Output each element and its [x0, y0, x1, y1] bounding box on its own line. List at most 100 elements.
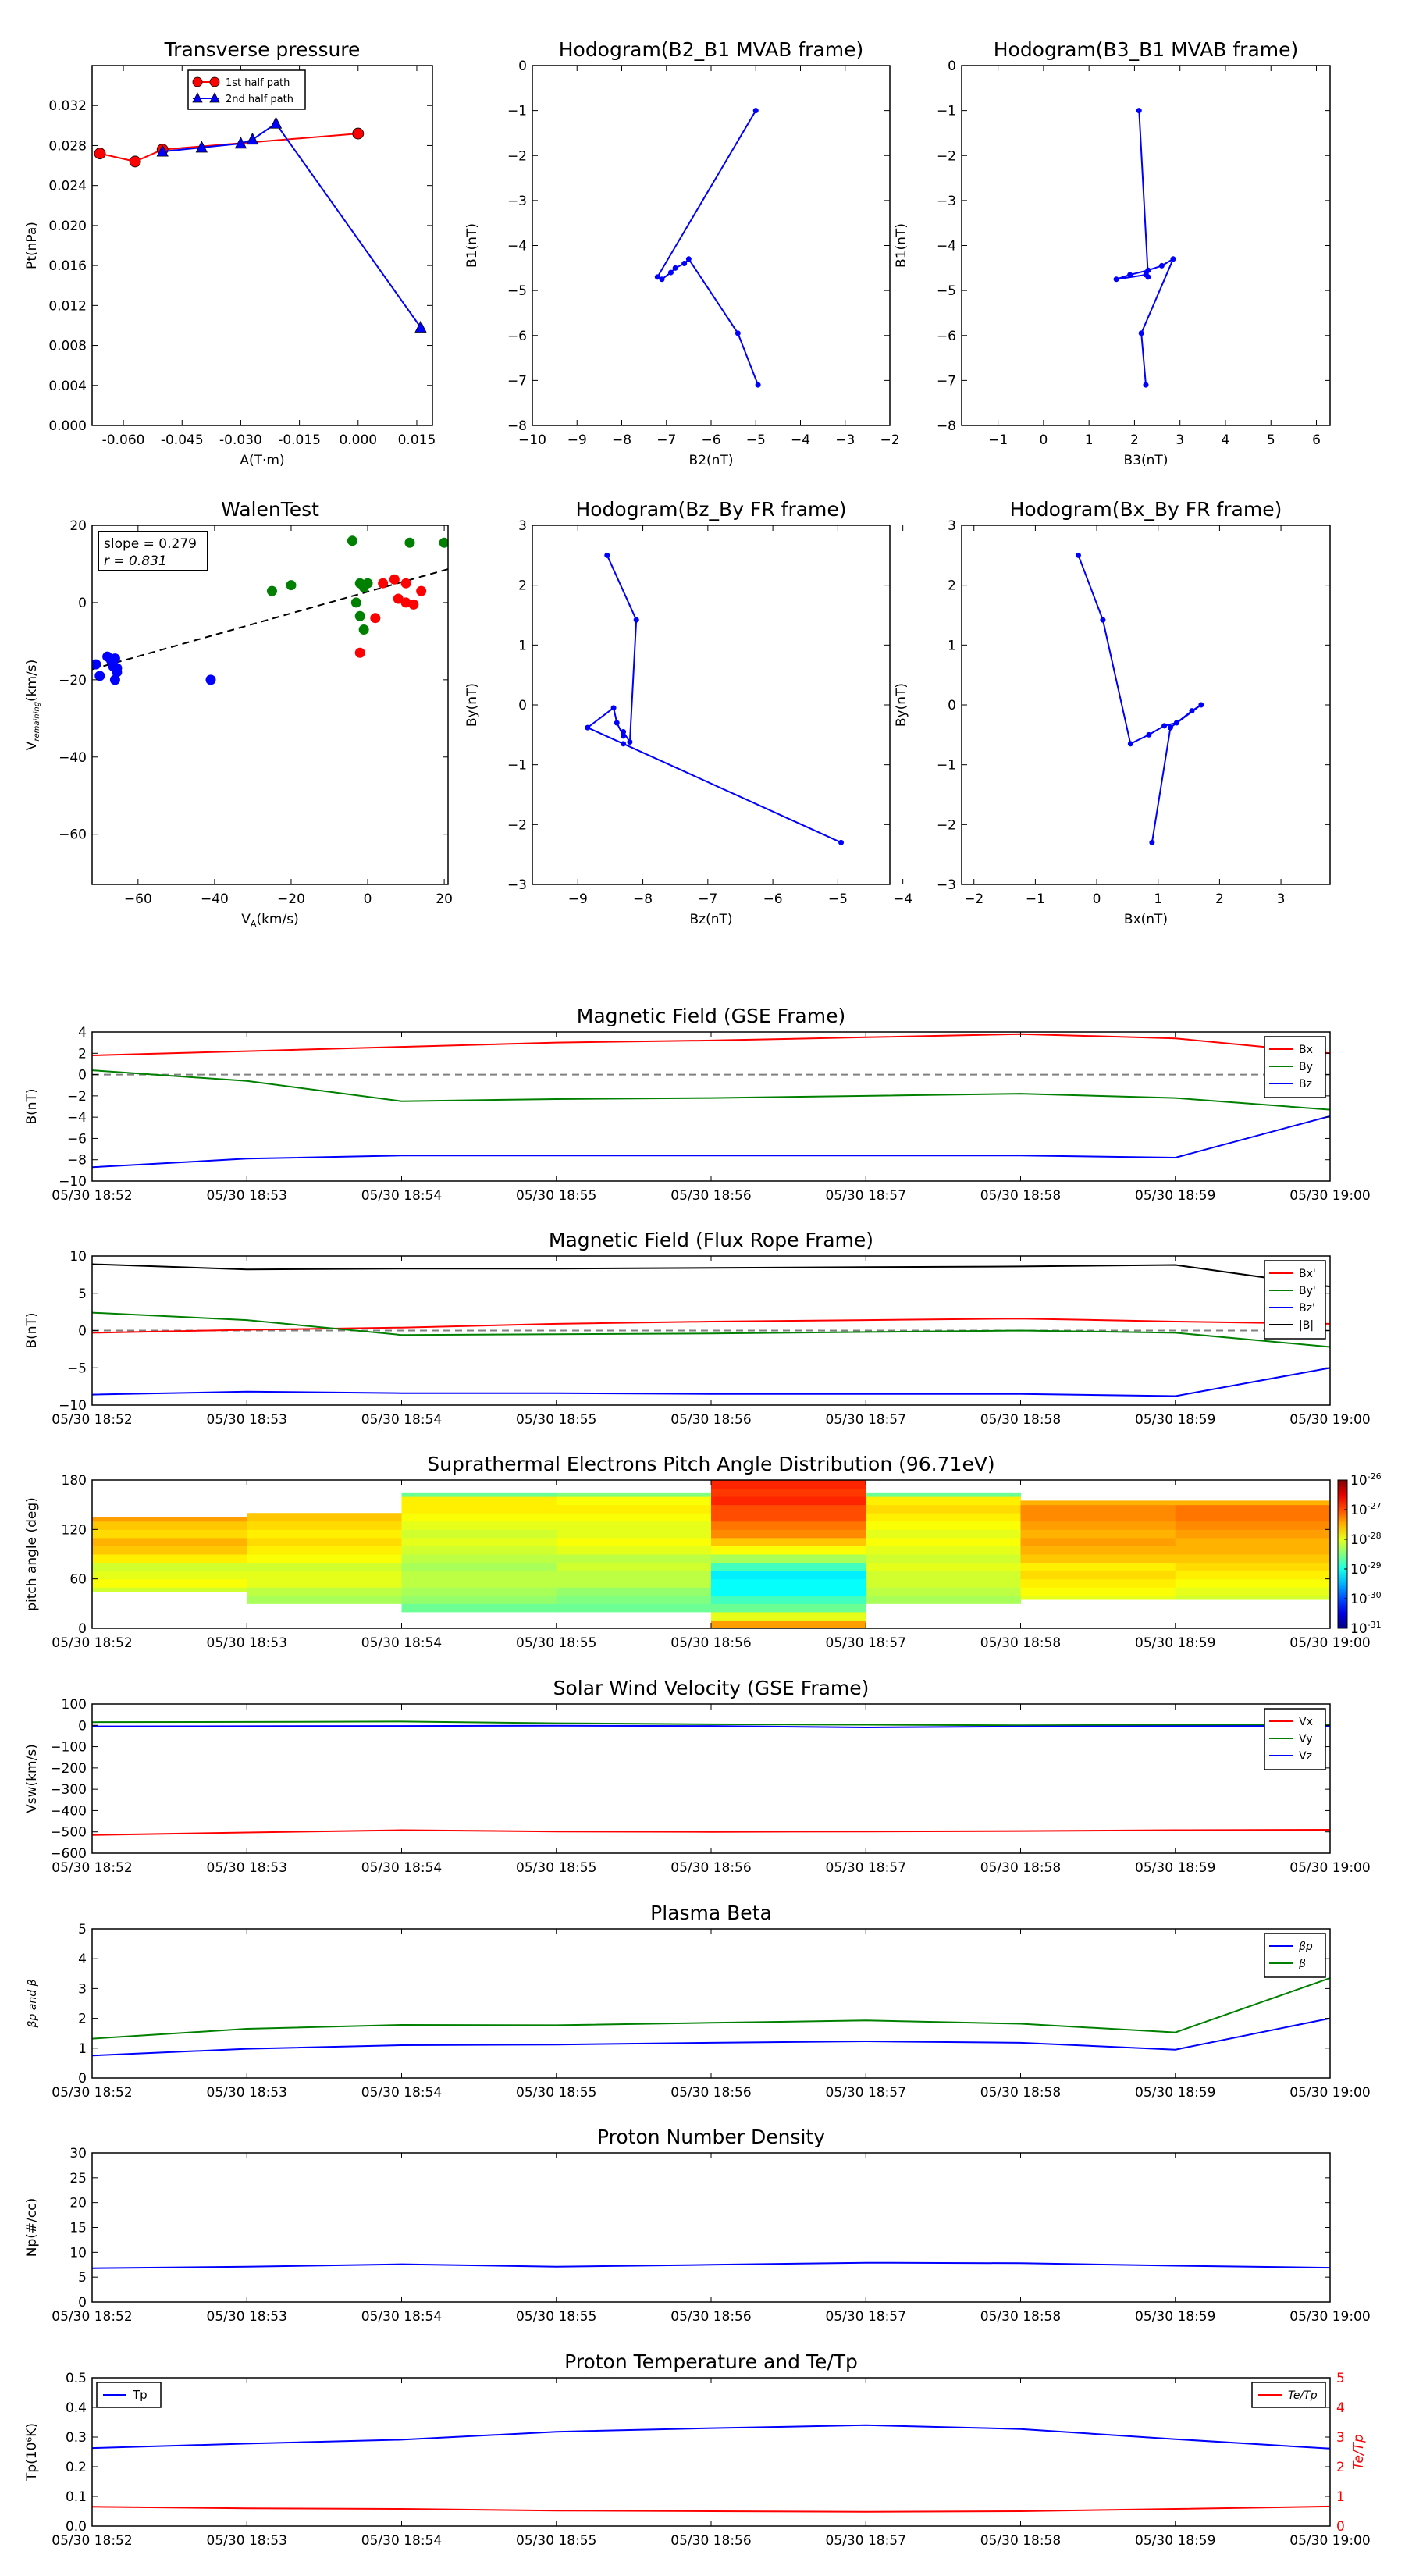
- heatmap-cell: [711, 1611, 866, 1621]
- y-axis-label-unit: (km/s): [24, 660, 40, 702]
- y-tick-label: −10: [59, 1174, 87, 1190]
- heatmap-cell: [1020, 1546, 1176, 1555]
- plot-frame: [91, 525, 449, 885]
- y-tick-label: 10: [69, 1249, 87, 1265]
- x-tick-label: 05/30 18:56: [670, 1188, 751, 1204]
- x-tick-label: 05/30 18:52: [52, 1635, 132, 1651]
- colorbar-label-exp: -26: [1368, 1471, 1382, 1482]
- colorbar-label-exp: -31: [1368, 1620, 1382, 1630]
- heatmap-cell: [401, 1571, 557, 1580]
- y-tick-label: 20: [69, 2196, 87, 2211]
- heatmap-cell: [1020, 1504, 1176, 1514]
- x-tick-label: 05/30 18:57: [826, 1860, 906, 1876]
- series-line-Bz: [92, 1115, 1330, 1169]
- series-line-2nd-half-path: [162, 122, 422, 329]
- plot-area: [1113, 108, 1176, 388]
- y-tick-label: 0.016: [48, 258, 87, 274]
- heatmap-cell: [866, 1595, 1021, 1604]
- heatmap-cell: [556, 1554, 712, 1564]
- x-tick-label: 2: [1130, 432, 1139, 448]
- plot-frame: [91, 1255, 1331, 1406]
- series-line-1st-half-path: [99, 133, 358, 162]
- heatmap-cell: [1020, 1537, 1176, 1546]
- data-point: [195, 141, 208, 153]
- y-tick-label: 5: [78, 1286, 87, 1302]
- heatmap-cell: [1175, 1500, 1331, 1506]
- y-tick-label: −10: [59, 1398, 87, 1414]
- heatmap-cell: [92, 1546, 247, 1555]
- legend: 1st half path 2nd half path: [187, 69, 306, 110]
- heatmap-cell: [711, 1496, 866, 1506]
- series-line-0: [656, 110, 759, 386]
- y-tick-label: −1: [937, 758, 956, 774]
- heatmap-cell: [1175, 1562, 1331, 1571]
- x-tick-label: 05/30 18:52: [52, 1860, 132, 1876]
- x-tick-label: 05/30 19:00: [1289, 1635, 1370, 1651]
- x-tick-label: 05/30 18:55: [516, 1860, 596, 1876]
- heatmap-cell: [1020, 1595, 1176, 1600]
- y-tick-label: −1: [937, 104, 956, 119]
- data-point: [667, 269, 674, 276]
- legend-left: Tp: [96, 2382, 162, 2408]
- x-tick-label: −7: [698, 891, 717, 907]
- data-point: [266, 585, 277, 596]
- x-tick-label: 2: [1215, 891, 1224, 907]
- y-axis-label-right: Te/Tp: [1351, 2434, 1367, 2470]
- data-point: [94, 671, 105, 681]
- colorbar: [1337, 1479, 1348, 1629]
- heatmap-cell: [1020, 1571, 1176, 1580]
- y-axis-label: B(nT): [24, 1088, 40, 1124]
- x-tick-label: -0.015: [278, 432, 321, 448]
- chart-title: Suprathermal Electrons Pitch Angle Distr…: [427, 1453, 994, 1475]
- y-tick-label: 120: [62, 1522, 87, 1538]
- chart-title: WalenTest: [221, 498, 319, 521]
- series-line-Bz: [92, 1367, 1330, 1397]
- chart-title: Hodogram(Bx_By FR frame): [1010, 498, 1282, 521]
- data-point: [1161, 723, 1168, 729]
- y-axis-label: Pt(nPa): [24, 222, 40, 269]
- series-line-Vz: [92, 1724, 1330, 1729]
- x-tick-label: 0: [1039, 432, 1048, 448]
- heatmap-cell: [556, 1496, 712, 1506]
- data-point: [209, 76, 220, 87]
- heatmap-cell: [1175, 1529, 1331, 1539]
- x-tick-label: −5: [828, 891, 848, 907]
- heatmap-cell: [556, 1529, 712, 1539]
- y-axis-label: pitch angle (deg): [24, 1497, 40, 1611]
- x-tick-label: −7: [656, 432, 676, 448]
- y-tick-label: −5: [507, 283, 527, 299]
- y-tick-label: 0.3: [66, 2430, 87, 2446]
- x-axis-label-main: V: [241, 912, 251, 927]
- y-tick-label: 0.1: [66, 2489, 87, 2505]
- heatmap-cell: [92, 1562, 247, 1571]
- heatmap-cell: [247, 1537, 402, 1546]
- data-point: [672, 265, 678, 271]
- heatmap-cell: [1020, 1554, 1176, 1564]
- colorbar-label-base: 10: [1350, 1532, 1368, 1548]
- chart-title: Hodogram(B3_B1 MVAB frame): [994, 38, 1299, 61]
- y-tick-label: 180: [62, 1473, 87, 1489]
- plot-area: [654, 108, 761, 388]
- series-line-Vy: [92, 1720, 1330, 1727]
- data-point: [1158, 262, 1165, 269]
- series-line-Tp: [92, 2424, 1330, 2450]
- heatmap-cell: [711, 1537, 866, 1546]
- chart-tp: Proton Temperature and Te/Tp 0.5 0.4 0.3 0.2…: [24, 2350, 1371, 2549]
- y-tick-label: −5: [67, 1361, 87, 1376]
- heatmap-cell: [401, 1595, 557, 1604]
- heatmap-cell: [866, 1578, 1021, 1588]
- legend-label: Bx: [1299, 1044, 1313, 1056]
- data-point: [192, 76, 203, 87]
- y-tick-label: 0.008: [48, 339, 87, 354]
- y-tick-label: −8: [937, 418, 956, 434]
- y-tick-label: 0: [78, 1718, 87, 1734]
- heatmap-cell: [247, 1571, 402, 1580]
- y-tick-label: 0: [948, 698, 956, 713]
- series-line-Np: [92, 2261, 1330, 2269]
- heatmap-cell: [92, 1537, 247, 1546]
- heatmap-cell: [866, 1562, 1021, 1571]
- x-tick-label: 05/30 18:59: [1135, 1188, 1215, 1204]
- y-axis-label: Tp(10⁶K): [24, 2423, 40, 2482]
- x-tick-label: 05/30 18:57: [826, 2309, 906, 2325]
